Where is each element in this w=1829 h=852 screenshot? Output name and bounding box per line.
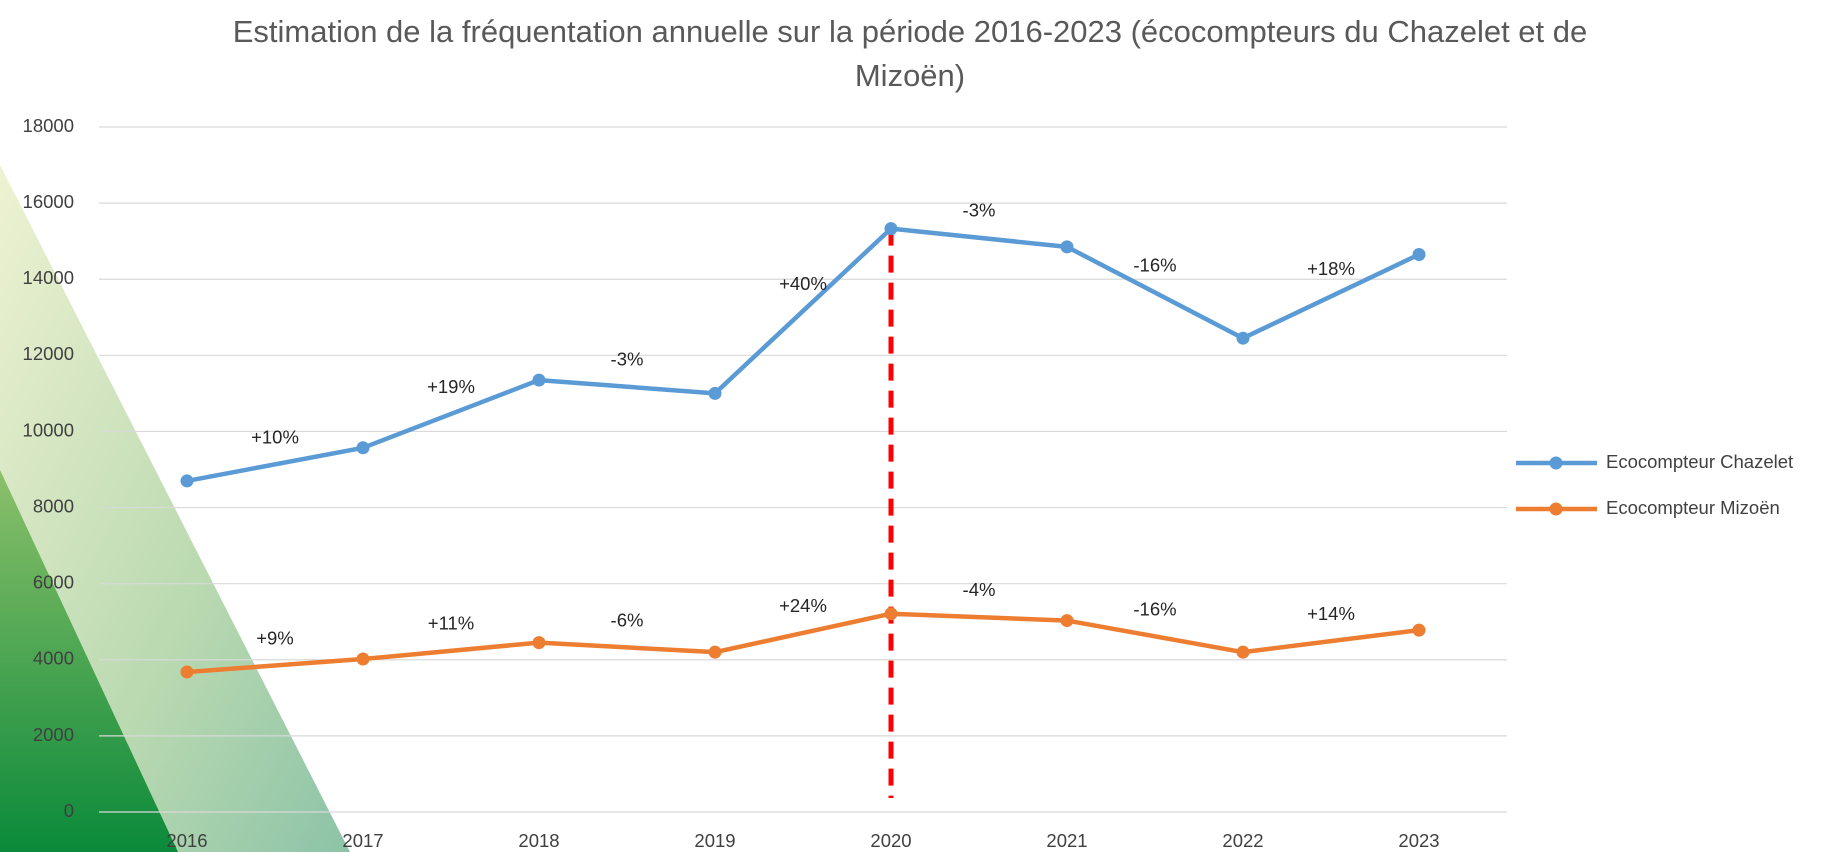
plot [180, 222, 1426, 798]
x-tick-label: 2021 [1046, 830, 1087, 851]
y-tick-label: 2000 [33, 724, 74, 745]
series-line [186, 226, 1420, 484]
decor-triangle-dark [0, 470, 178, 852]
legend-label: Ecocompteur Chazelet [1606, 451, 1793, 472]
data-point [532, 636, 546, 650]
change-label: +10% [251, 426, 299, 447]
y-tick-label: 10000 [23, 419, 74, 440]
legend-label: Ecocompteur Mizoën [1606, 497, 1780, 518]
chart-title: Estimation de la fréquentation annuelle … [232, 14, 1588, 93]
change-label: -3% [611, 349, 644, 370]
y-tick-label: 8000 [33, 495, 74, 516]
data-point [1060, 240, 1074, 254]
y-tick-label: 14000 [23, 267, 74, 288]
x-tick-label: 2017 [342, 830, 383, 851]
change-label: +19% [427, 376, 475, 397]
x-tick-label: 2019 [694, 830, 735, 851]
change-label: -4% [963, 579, 996, 600]
change-label: +18% [1307, 258, 1355, 279]
data-point [1236, 331, 1250, 345]
data-point [884, 222, 898, 236]
change-label: +11% [428, 613, 474, 634]
y-tick-label: 4000 [33, 648, 74, 669]
y-tick-label: 12000 [23, 343, 74, 364]
data-point [1412, 623, 1426, 637]
change-label: +14% [1307, 603, 1355, 624]
y-tick-label: 16000 [23, 191, 74, 212]
change-label: -6% [611, 609, 644, 630]
y-tick-label: 0 [64, 800, 74, 821]
change-label: +40% [779, 273, 827, 294]
x-tick-label: 2020 [870, 830, 911, 851]
data-point [1236, 645, 1250, 659]
x-tick-label: 2016 [166, 830, 207, 851]
x-tick-label: 2022 [1222, 830, 1263, 851]
y-tick-label: 18000 [23, 115, 74, 136]
data-point [884, 607, 898, 621]
data-point [356, 652, 370, 666]
change-label: -3% [963, 200, 996, 221]
change-label: +9% [256, 627, 294, 648]
data-point [1060, 614, 1074, 628]
data-point [180, 474, 194, 488]
change-label: -16% [1133, 598, 1176, 619]
change-label: +24% [779, 595, 827, 616]
data-point [180, 665, 194, 679]
legend-marker [1549, 456, 1563, 470]
x-tick-label: 2018 [518, 830, 559, 851]
grid [99, 126, 1507, 813]
y-tick-label: 6000 [33, 572, 74, 593]
series-line [186, 611, 1420, 675]
data-point [708, 645, 722, 659]
data-point [708, 386, 722, 400]
change-label: -16% [1133, 254, 1176, 275]
x-tick-label: 2023 [1398, 830, 1439, 851]
data-point [356, 441, 370, 455]
data-point [532, 373, 546, 387]
data-point [1412, 247, 1426, 261]
legend-marker [1549, 502, 1563, 516]
